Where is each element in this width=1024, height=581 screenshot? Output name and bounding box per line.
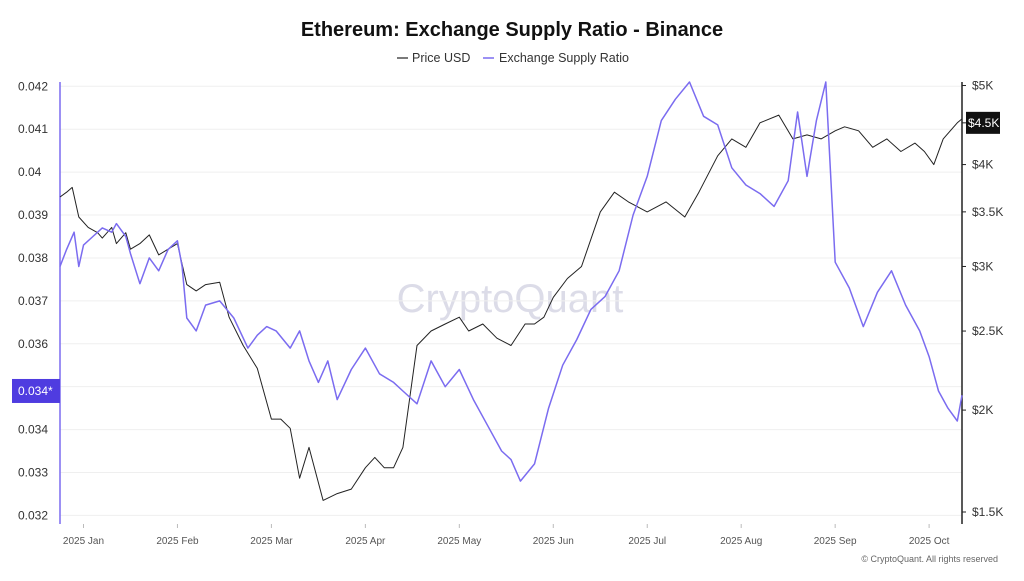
legend-ratio-label[interactable]: Exchange Supply Ratio bbox=[499, 51, 629, 65]
left-tick-label: 0.036 bbox=[18, 337, 48, 351]
x-tick-label: 2025 Jun bbox=[533, 536, 574, 547]
left-current-value-badge bbox=[12, 378, 60, 403]
current-value-callouts: 0.034* $4.5K bbox=[12, 111, 1000, 403]
x-tick-label: 2025 Jan bbox=[63, 536, 104, 547]
copyright-notice: © CryptoQuant. All rights reserved bbox=[861, 554, 998, 564]
left-current-value-label: 0.034* bbox=[18, 384, 53, 398]
right-tick-label: $2K bbox=[972, 403, 993, 417]
x-tick-label: 2025 Feb bbox=[156, 536, 199, 547]
left-tick-label: 0.032 bbox=[18, 508, 48, 522]
right-tick-label: $3K bbox=[972, 259, 993, 273]
right-tick-label: $5K bbox=[972, 79, 993, 93]
right-current-value-label: $4.5K bbox=[968, 116, 999, 130]
left-tick-label: 0.04 bbox=[18, 165, 42, 179]
left-tick-label: 0.041 bbox=[18, 122, 48, 136]
left-tick-label: 0.037 bbox=[18, 294, 48, 308]
x-tick-label: 2025 Mar bbox=[250, 536, 293, 547]
right-tick-label: $2.5K bbox=[972, 324, 1003, 338]
x-tick-label: 2025 Jul bbox=[628, 536, 666, 547]
right-tick-label: $3.5K bbox=[972, 205, 1003, 219]
legend[interactable]: Price USD Exchange Supply Ratio bbox=[397, 51, 629, 65]
left-tick-label: 0.038 bbox=[18, 251, 48, 265]
price-usd-line[interactable] bbox=[59, 114, 963, 501]
left-tick-label: 0.042 bbox=[18, 79, 48, 93]
x-tick-label: 2025 Sep bbox=[814, 536, 857, 547]
axes: 0.032 0.033 0.034 0.036 0.037 0.038 0.039 0.04 0… bbox=[18, 79, 1003, 547]
legend-price-label[interactable]: Price USD bbox=[412, 51, 470, 65]
chart-title: Ethereum: Exchange Supply Ratio - Binanc… bbox=[301, 19, 723, 41]
exchange-supply-ratio-line[interactable] bbox=[59, 81, 963, 482]
left-tick-label: 0.039 bbox=[18, 208, 48, 222]
gridlines bbox=[60, 85, 962, 516]
x-tick-label: 2025 Apr bbox=[345, 536, 386, 547]
left-tick-label: 0.033 bbox=[18, 466, 48, 480]
x-tick-label: 2025 Oct bbox=[909, 536, 950, 547]
series-lines bbox=[59, 81, 963, 501]
x-tick-label: 2025 May bbox=[437, 536, 481, 547]
x-tick-label: 2025 Aug bbox=[720, 536, 762, 547]
right-tick-label: $1.5K bbox=[972, 505, 1003, 519]
right-current-value-badge bbox=[966, 111, 1000, 134]
right-tick-label: $4K bbox=[972, 158, 993, 172]
left-tick-label: 0.034 bbox=[18, 423, 48, 437]
watermark: CryptoQuant bbox=[397, 277, 624, 321]
